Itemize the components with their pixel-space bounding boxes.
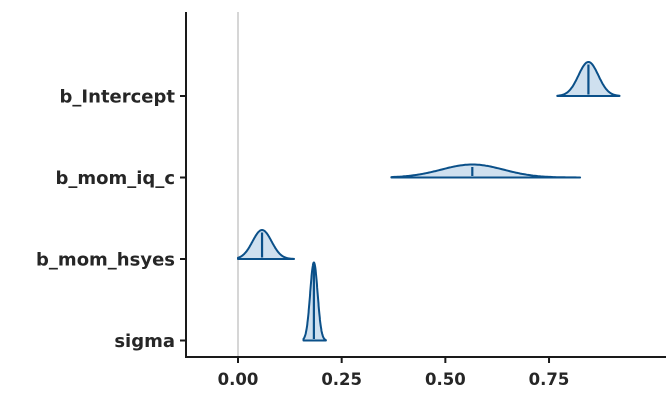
x-tick-label: 0.25	[321, 370, 362, 389]
density-area-b_mom_iq_c	[391, 164, 581, 178]
y-tick-label: b_mom_iq_c	[56, 168, 176, 189]
density-outline-sigma	[302, 261, 327, 342]
density-area-b_mom_hsyes	[238, 230, 294, 259]
x-tick-label: 0.75	[529, 370, 570, 389]
density-outline-b_mom_hsyes	[237, 229, 295, 260]
y-tick-label: b_Intercept	[60, 87, 176, 108]
x-tick-label: 0.00	[218, 370, 259, 389]
density-outline-b_mom_iq_c	[390, 163, 582, 179]
density-outline-b_Intercept	[556, 61, 621, 97]
x-tick-label: 0.50	[425, 370, 466, 389]
y-tick-label: sigma	[114, 331, 175, 352]
y-tick-label: b_mom_hsyes	[36, 250, 175, 271]
